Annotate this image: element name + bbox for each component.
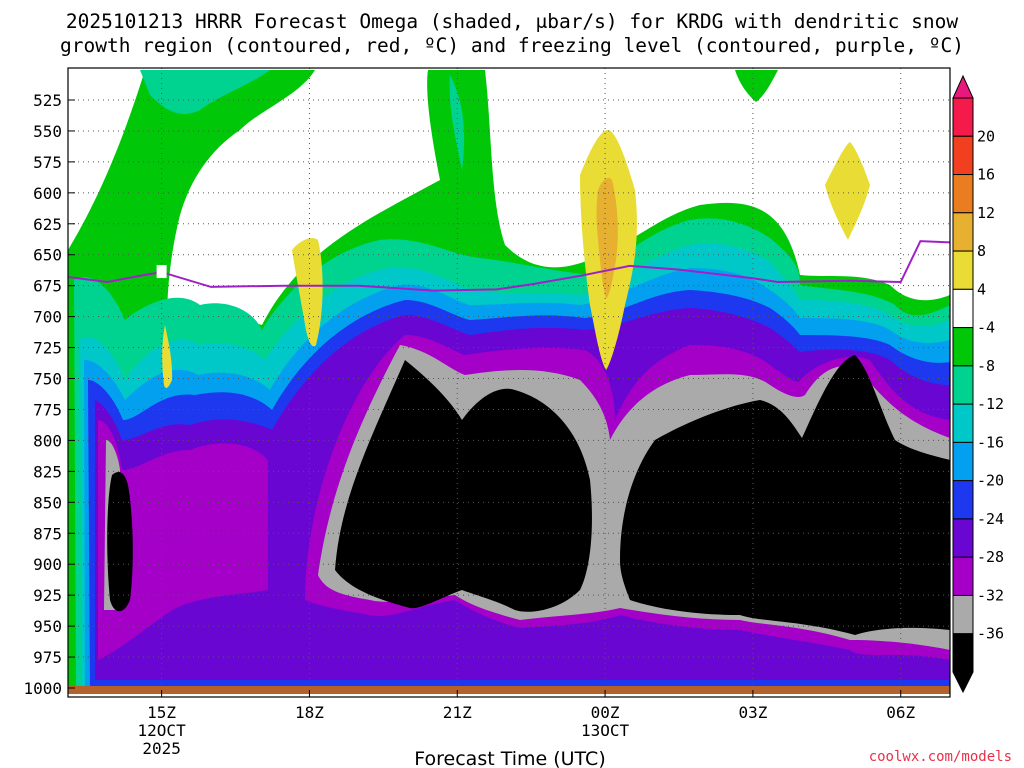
omega-positive-6 (596, 178, 618, 299)
y-tick-label: 975 (33, 648, 62, 667)
y-tick-label: 825 (33, 462, 62, 481)
y-tick-label: 875 (33, 524, 62, 543)
dotted-grid (68, 68, 950, 697)
y-tick-label: 800 (33, 431, 62, 450)
x-tick-label: 00Z (591, 703, 620, 722)
colorbar-label: -20 (977, 472, 1004, 490)
colorbar-label: -8 (977, 357, 995, 375)
omega-band-minus4-top (735, 70, 778, 102)
colorbar-bin (952, 97, 974, 137)
omega-positive-4 (292, 238, 323, 347)
y-tick-label: 775 (33, 400, 62, 419)
colorbar-label: -16 (977, 433, 1004, 451)
colorbar: 20 16 12 8 4 -4 -8 -12 -16 -20 -24 -28 -32 -36 (952, 74, 1004, 694)
y-tick-label: 1000 (23, 679, 62, 698)
colorbar-bin (952, 327, 974, 367)
x-tick-label: 18Z (295, 703, 324, 722)
x-tick-label: 15Z (147, 703, 176, 722)
colorbar-label: 8 (977, 242, 986, 260)
colorbar-bin (952, 594, 974, 635)
colorbar-bin (952, 212, 974, 252)
y-tick-label: 925 (33, 586, 62, 605)
colorbar-label: -28 (977, 548, 1004, 566)
colorbar-bin (952, 556, 974, 596)
y-tick-label: 700 (33, 308, 62, 327)
colorbar-bin (952, 174, 974, 214)
y-tick-label: 675 (33, 277, 62, 296)
colorbar-top-arrow (952, 74, 974, 99)
colorbar-bin (952, 403, 974, 443)
chart-title-line-1: 2025101213 HRRR Forecast Omega (shaded, … (66, 10, 958, 33)
colorbar-label: 4 (977, 280, 986, 298)
ground-strip (68, 686, 950, 694)
y-tick-label: 550 (33, 122, 62, 141)
x-tick-sublabel: 12OCT (138, 721, 187, 740)
colorbar-bin (952, 633, 974, 694)
y-tick-label: 850 (33, 493, 62, 512)
x-tick-label: 21Z (443, 703, 472, 722)
y-tick-label: 900 (33, 555, 62, 574)
y-tick-label: 750 (33, 370, 62, 389)
colorbar-label: -24 (977, 510, 1004, 528)
omega-shading (68, 70, 950, 691)
omega-band-minus36-right (620, 355, 950, 635)
colorbar-bin (952, 250, 974, 290)
omega-positive-7 (825, 142, 870, 240)
omega-band-minus36 (107, 472, 133, 612)
colorbar-label: -32 (977, 586, 1004, 604)
colorbar-bin (952, 518, 974, 558)
colorbar-bin (952, 441, 974, 482)
credit-text: coolwx.com/models (869, 749, 1012, 765)
chart-title-line-2: growth region (contoured, red, ºC) and f… (60, 34, 964, 57)
y-tick-label: 625 (33, 215, 62, 234)
colorbar-bin (952, 288, 974, 329)
x-tick-label: 03Z (738, 703, 767, 722)
y-tick-label: 650 (33, 246, 62, 265)
colorbar-bin (952, 135, 974, 176)
plot-frame (67, 67, 951, 698)
colorbar-bin (952, 480, 974, 520)
omega-band-minus36-main (335, 360, 592, 612)
y-tick-label: 575 (33, 153, 62, 172)
freezing-level-label-bg (156, 265, 167, 279)
y-tick-label: 600 (33, 184, 62, 203)
colorbar-label: 16 (977, 166, 995, 184)
colorbar-label: -4 (977, 319, 995, 337)
colorbar-label: 20 (977, 127, 995, 145)
colorbar-bin (952, 365, 974, 405)
x-axis-label: Forecast Time (UTC) (414, 748, 605, 768)
x-tick-sublabel: 13OCT (581, 721, 630, 740)
y-tick-label: 725 (33, 339, 62, 358)
colorbar-label: 12 (977, 204, 995, 222)
pressure-axis: 525 550 575 600 625 650 675 700 725 750 775 800 825 8… (23, 91, 75, 698)
x-tick-label: 06Z (886, 703, 915, 722)
omega-band-minus8-top2 (449, 75, 465, 170)
colorbar-label: -12 (977, 395, 1004, 413)
omega-band-minus28 (98, 420, 268, 660)
x-tick-sublabel: 2025 (142, 739, 181, 758)
omega-positive-3 (162, 325, 173, 388)
omega-band-minus8-top1 (140, 70, 270, 115)
y-tick-label: 525 (33, 91, 62, 110)
colorbar-label: -36 (977, 625, 1004, 643)
y-tick-label: 950 (33, 617, 62, 636)
